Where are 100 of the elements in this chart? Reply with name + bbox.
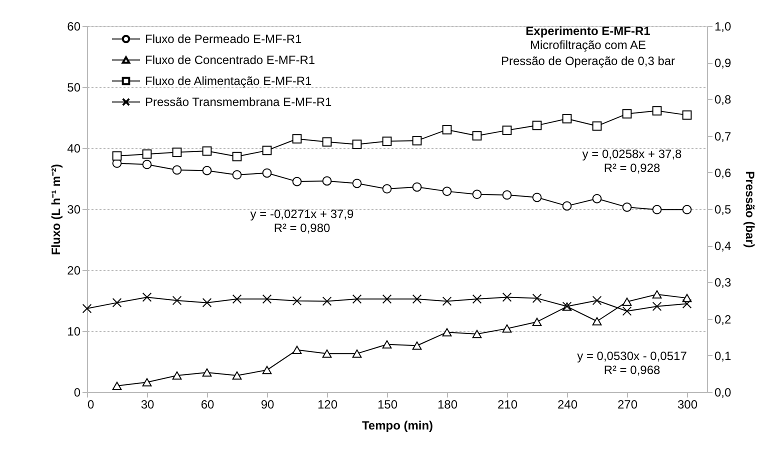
point bbox=[232, 294, 242, 304]
point bbox=[262, 168, 272, 178]
point bbox=[202, 166, 212, 176]
point bbox=[292, 346, 302, 354]
legend-label: Pressão Transmembrana E-MF-R1 bbox=[145, 95, 332, 109]
point bbox=[442, 328, 452, 336]
y-axis-title: Fluxo (L h⁻¹ m⁻²) bbox=[49, 164, 64, 256]
point bbox=[562, 114, 572, 124]
point bbox=[412, 136, 422, 146]
y2-tick-label: 1,0 bbox=[714, 20, 732, 34]
x-tick-label: 150 bbox=[377, 398, 398, 412]
x-tick-label: 60 bbox=[200, 398, 214, 412]
point bbox=[682, 294, 692, 302]
y2-tick-label: 0,5 bbox=[714, 202, 732, 216]
y2-tick-label: 0,0 bbox=[714, 386, 732, 400]
point bbox=[442, 125, 452, 134]
x-tick-label: 240 bbox=[557, 398, 578, 412]
legend-label: Fluxo de Concentrado E-MF-R1 bbox=[145, 53, 316, 67]
y2-tick-label: 0,8 bbox=[714, 92, 732, 107]
point bbox=[682, 204, 692, 214]
y2-tick-label: 0,7 bbox=[714, 129, 732, 144]
point bbox=[172, 371, 182, 380]
x-tick-label: 30 bbox=[140, 398, 154, 412]
point bbox=[472, 330, 482, 338]
point bbox=[82, 304, 92, 314]
y2-tick-label: 0,1 bbox=[714, 348, 732, 363]
point bbox=[262, 294, 272, 304]
point bbox=[322, 296, 332, 306]
y-tick-label: 60 bbox=[67, 20, 81, 34]
legend-label: Fluxo de Alimentação E-MF-R1 bbox=[145, 74, 312, 88]
point bbox=[682, 110, 692, 120]
point bbox=[382, 136, 392, 146]
point bbox=[142, 378, 152, 386]
point bbox=[172, 296, 182, 306]
point bbox=[172, 165, 182, 175]
point bbox=[352, 140, 362, 150]
point bbox=[412, 294, 422, 304]
point bbox=[112, 298, 122, 308]
point bbox=[322, 349, 332, 358]
annotation: y = 0,0258x + 37,8 R² = 0,928 bbox=[582, 147, 682, 175]
point bbox=[322, 137, 332, 147]
y-tick-label: 30 bbox=[67, 202, 81, 216]
x-tick-label: 120 bbox=[317, 398, 338, 412]
chart-title: Experimento E-MF-R1 bbox=[526, 24, 651, 38]
point bbox=[352, 349, 362, 358]
y2-tick-label: 0,4 bbox=[714, 239, 732, 254]
point bbox=[532, 120, 542, 130]
point bbox=[262, 146, 272, 156]
point bbox=[622, 109, 632, 119]
point bbox=[172, 148, 182, 157]
y2-tick-label: 0,2 bbox=[714, 312, 732, 326]
y2-tick-label: 0,6 bbox=[714, 166, 732, 180]
point bbox=[502, 190, 512, 200]
point bbox=[112, 382, 122, 390]
point bbox=[232, 152, 242, 162]
point bbox=[622, 298, 632, 306]
y-tick-label: 20 bbox=[67, 264, 81, 278]
x-tick-label: 180 bbox=[437, 398, 458, 412]
point bbox=[232, 371, 242, 380]
y2-tick-label: 0,9 bbox=[714, 56, 732, 70]
point bbox=[562, 201, 572, 211]
point bbox=[382, 184, 392, 194]
point bbox=[442, 296, 452, 306]
x-axis-title: Tempo (min) bbox=[362, 418, 434, 432]
point bbox=[502, 324, 512, 333]
point bbox=[412, 342, 422, 350]
point bbox=[652, 302, 662, 312]
y2-axis-title: Pressão (bar) bbox=[743, 171, 758, 248]
point bbox=[292, 134, 302, 144]
point bbox=[292, 176, 302, 186]
x-tick-label: 300 bbox=[677, 398, 698, 412]
point bbox=[202, 298, 212, 308]
x-tick-label: 270 bbox=[617, 398, 638, 412]
point bbox=[502, 126, 512, 135]
point bbox=[202, 368, 212, 377]
point bbox=[622, 202, 632, 212]
point bbox=[442, 186, 452, 196]
point bbox=[652, 106, 662, 116]
point bbox=[142, 160, 152, 170]
point bbox=[592, 121, 602, 131]
y-tick-label: 10 bbox=[67, 324, 81, 338]
point bbox=[202, 146, 212, 156]
point bbox=[142, 149, 152, 159]
point bbox=[322, 176, 332, 186]
point bbox=[502, 292, 512, 302]
y-tick-label: 0 bbox=[74, 386, 81, 400]
point bbox=[622, 306, 632, 316]
point bbox=[592, 296, 602, 306]
point bbox=[352, 178, 362, 188]
point bbox=[262, 366, 272, 374]
point bbox=[292, 296, 302, 306]
point bbox=[412, 182, 422, 192]
point bbox=[112, 151, 122, 161]
x-tick-label: 0 bbox=[88, 398, 94, 412]
x-tick-label: 210 bbox=[497, 398, 518, 412]
y-tick-label: 50 bbox=[67, 80, 81, 94]
point bbox=[532, 294, 542, 303]
point bbox=[652, 204, 662, 214]
text: Microfiltração com AE Pressão de Operação de 0,3 bar bbox=[500, 38, 676, 68]
point bbox=[592, 317, 602, 326]
